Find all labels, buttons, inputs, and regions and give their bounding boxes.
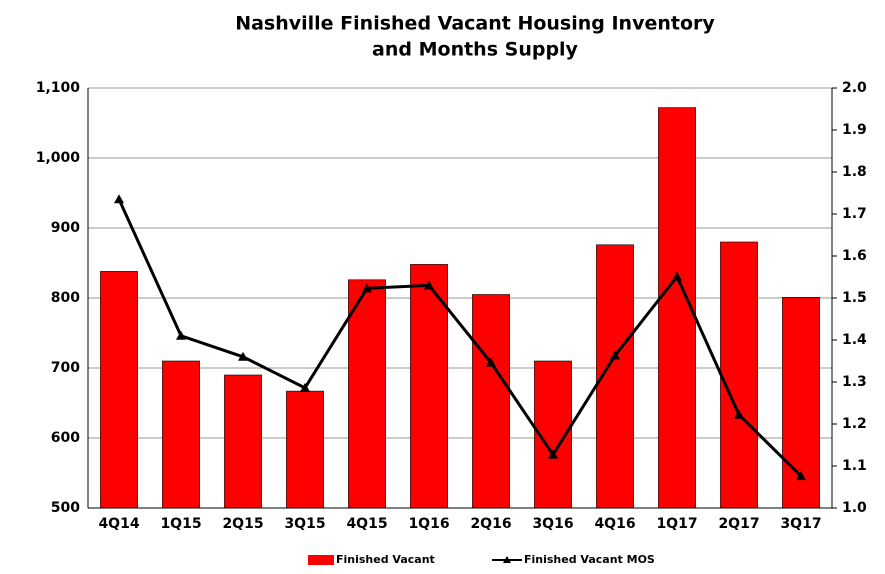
- marker: [548, 449, 558, 459]
- line: [117, 198, 803, 478]
- x-tick-label: 3Q17: [780, 516, 821, 532]
- x-tick-label: 2Q15: [222, 516, 263, 532]
- legend-swatch: [308, 555, 334, 565]
- chart-title: Nashville Finished Vacant Housing Invent…: [235, 13, 715, 35]
- y2-tick-label: 1.5: [842, 290, 867, 306]
- marker: [796, 471, 806, 481]
- bar: [472, 294, 510, 509]
- y2-tick-label: 1.7: [842, 206, 867, 222]
- legend-label: Finished Vacant MOS: [524, 553, 655, 566]
- legend-swatch: [503, 556, 511, 563]
- y-tick-label: 900: [51, 220, 80, 236]
- chart-title: and Months Supply: [372, 39, 579, 61]
- y2-tick-label: 1.6: [842, 248, 867, 264]
- marker: [238, 351, 248, 361]
- x-tick-label: 4Q15: [346, 516, 387, 532]
- x-tick-label: 1Q15: [160, 516, 201, 532]
- x-tick-label: 1Q16: [408, 516, 449, 532]
- y2-tick-label: 1.4: [842, 332, 867, 348]
- bar: [100, 271, 138, 509]
- y-tick-label: 600: [51, 430, 80, 446]
- x-tick-label: 2Q16: [470, 516, 511, 532]
- x-tick-label: 3Q16: [532, 516, 573, 532]
- y2-tick-label: 2.0: [842, 80, 867, 96]
- y-tick-label: 1,100: [36, 80, 81, 96]
- y-tick-label: 800: [51, 290, 80, 306]
- y-tick-label: 500: [51, 500, 80, 516]
- x-tick-label: 4Q16: [594, 516, 635, 532]
- y2-tick-label: 1.9: [842, 122, 867, 138]
- y-tick-label: 700: [51, 360, 80, 376]
- y2-tick-label: 1.8: [842, 164, 867, 180]
- marker: [176, 330, 186, 340]
- marker: [486, 357, 496, 367]
- marker: [610, 350, 620, 360]
- bar: [224, 374, 262, 509]
- marker: [424, 280, 434, 290]
- legend-label: Finished Vacant: [336, 553, 435, 566]
- x-tick-label: 1Q17: [656, 516, 697, 532]
- y2-tick-label: 1.2: [842, 416, 867, 432]
- y2-tick-label: 1.1: [842, 458, 867, 474]
- bar: [348, 279, 386, 509]
- bar: [410, 264, 448, 509]
- y2-tick-label: 1.0: [842, 500, 867, 516]
- y-tick-label: 1,000: [36, 150, 81, 166]
- bar: [720, 241, 758, 509]
- bar: [162, 360, 200, 509]
- x-tick-label: 4Q14: [98, 516, 139, 532]
- x-tick-label: 3Q15: [284, 516, 325, 532]
- marker: [300, 382, 310, 392]
- marker: [734, 409, 744, 419]
- x-tick-label: 2Q17: [718, 516, 759, 532]
- y2-tick-label: 1.3: [842, 374, 867, 390]
- marker: [362, 283, 372, 293]
- marker: [672, 271, 682, 281]
- bar: [286, 390, 324, 509]
- marker: [114, 194, 124, 204]
